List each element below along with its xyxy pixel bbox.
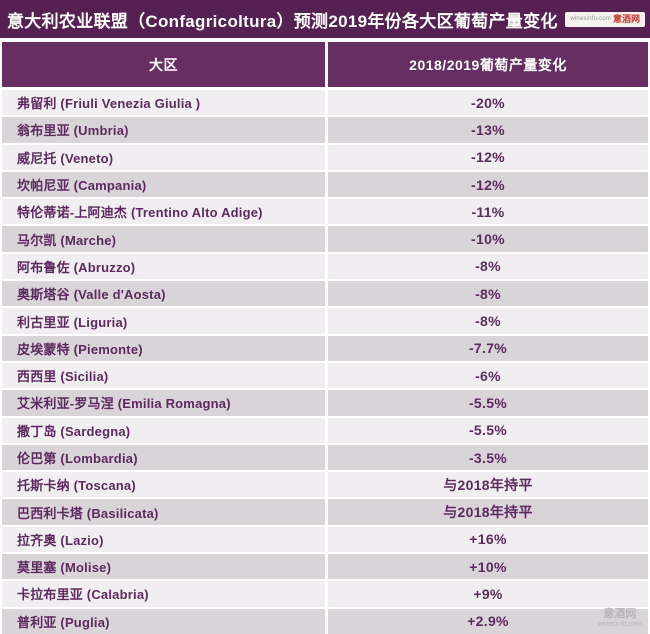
change-cell: -8%: [325, 281, 648, 307]
region-cell: 西西里 (Sicilia): [17, 369, 109, 385]
table-row: 弗留利 (Friuli Venezia Giulia ) -20%: [2, 90, 648, 118]
column-header-region: 大区: [149, 56, 178, 73]
site-logo-latin: winesinfo.com: [570, 16, 611, 22]
change-cell: -3.5%: [325, 444, 648, 471]
region-cell: 托斯卡纳 (Toscana): [17, 478, 136, 494]
change-cell: -10%: [325, 226, 648, 252]
change-cell: +9%: [325, 581, 648, 607]
table-row: 伦巴第 (Lombardia) -3.5%: [2, 444, 648, 473]
page-title: 意大利农业联盟（Confagricoltura）预测2019年份各大区葡萄产量变…: [7, 11, 558, 31]
table-row: 威尼托 (Veneto) -12%: [2, 144, 648, 172]
site-logo-cn: 意酒网: [612, 13, 640, 24]
table-row: 奥斯塔谷 (Valle d'Aosta) -8%: [2, 281, 648, 309]
region-cell: 威尼托 (Veneto): [17, 150, 114, 166]
table-row: 特伦蒂诺-上阿迪杰 (Trentino Alto Adige) -11%: [2, 199, 648, 227]
change-cell: +10%: [325, 554, 648, 580]
region-cell: 伦巴第 (Lombardia): [17, 451, 138, 466]
table-row: 马尔凯 (Marche) -10%: [2, 226, 648, 254]
region-cell: 翁布里亚 (Umbria): [17, 123, 129, 139]
region-cell: 巴西利卡塔 (Basilicata): [17, 505, 159, 521]
region-cell: 利古里亚 (Liguria): [17, 314, 128, 330]
change-cell: -12%: [325, 171, 648, 198]
change-cell: +2.9%: [325, 608, 648, 634]
table-row: 坎帕尼亚 (Campania) -12%: [2, 171, 648, 200]
table-row: 利古里亚 (Liguria) -8%: [2, 308, 648, 336]
change-cell: -13%: [325, 117, 648, 143]
table-row: 撒丁岛 (Sardegna) -5.5%: [2, 417, 648, 445]
table-body: 弗留利 (Friuli Venezia Giulia ) -20% 翁布里亚 (Um…: [2, 90, 648, 634]
region-cell: 坎帕尼亚 (Campania): [17, 178, 147, 194]
table-row: 艾米利亚-罗马涅 (Emilia Romagna) -5.5%: [2, 390, 648, 418]
table-row: 巴西利卡塔 (Basilicata) 与2018年持平: [2, 499, 648, 527]
region-cell: 弗留利 (Friuli Venezia Giulia ): [17, 96, 201, 112]
region-cell: 特伦蒂诺-上阿迪杰 (Trentino Alto Adige): [17, 205, 263, 221]
change-cell: -8%: [325, 308, 648, 334]
column-header-change: 2018/2019葡萄产量变化: [325, 42, 648, 87]
region-cell: 莫里塞 (Molise): [17, 560, 112, 576]
title-bar: 意大利农业联盟（Confagricoltura）预测2019年份各大区葡萄产量变…: [0, 0, 650, 38]
region-cell: 普利亚 (Puglia): [17, 614, 110, 630]
table-row: 皮埃蒙特 (Piemonte) -7.7%: [2, 335, 648, 363]
region-cell: 马尔凯 (Marche): [17, 232, 117, 248]
region-cell: 阿布鲁佐 (Abruzzo): [17, 259, 136, 275]
region-cell: 拉齐奥 (Lazio): [17, 532, 104, 548]
table-row: 翁布里亚 (Umbria) -13%: [2, 117, 648, 145]
table-row: 莫里塞 (Molise) +10%: [2, 554, 648, 582]
change-cell: 与2018年持平: [325, 472, 648, 498]
change-cell: -5.5%: [325, 417, 648, 443]
table-row: 拉齐奥 (Lazio) +16%: [2, 526, 648, 555]
change-cell: -11%: [325, 199, 648, 225]
change-cell: -8%: [325, 253, 648, 280]
site-logo: winesinfo.com 意酒网: [565, 11, 645, 27]
table-row: 卡拉布里亚 (Calabria) +9%: [2, 581, 648, 609]
table-row: 阿布鲁佐 (Abruzzo) -8%: [2, 253, 648, 282]
table-row: 普利亚 (Puglia) +2.9%: [2, 608, 648, 634]
region-cell: 皮埃蒙特 (Piemonte): [17, 341, 143, 357]
change-cell: -5.5%: [325, 390, 648, 416]
change-cell: -6%: [325, 362, 648, 389]
region-cell: 卡拉布里亚 (Calabria): [17, 587, 149, 603]
table-header-row: 大区 2018/2019葡萄产量变化: [2, 42, 648, 87]
change-cell: -7.7%: [325, 335, 648, 361]
table-row: 托斯卡纳 (Toscana) 与2018年持平: [2, 472, 648, 500]
change-cell: -20%: [325, 90, 648, 116]
change-cell: -12%: [325, 144, 648, 170]
region-cell: 艾米利亚-罗马涅 (Emilia Romagna): [17, 396, 231, 412]
change-cell: 与2018年持平: [325, 499, 648, 525]
region-cell: 撒丁岛 (Sardegna): [17, 423, 131, 439]
change-cell: +16%: [325, 526, 648, 553]
region-cell: 奥斯塔谷 (Valle d'Aosta): [17, 287, 166, 303]
table-row: 西西里 (Sicilia) -6%: [2, 362, 648, 391]
production-change-table: 大区 2018/2019葡萄产量变化 弗留利 (Friuli Venezia G…: [2, 42, 648, 634]
